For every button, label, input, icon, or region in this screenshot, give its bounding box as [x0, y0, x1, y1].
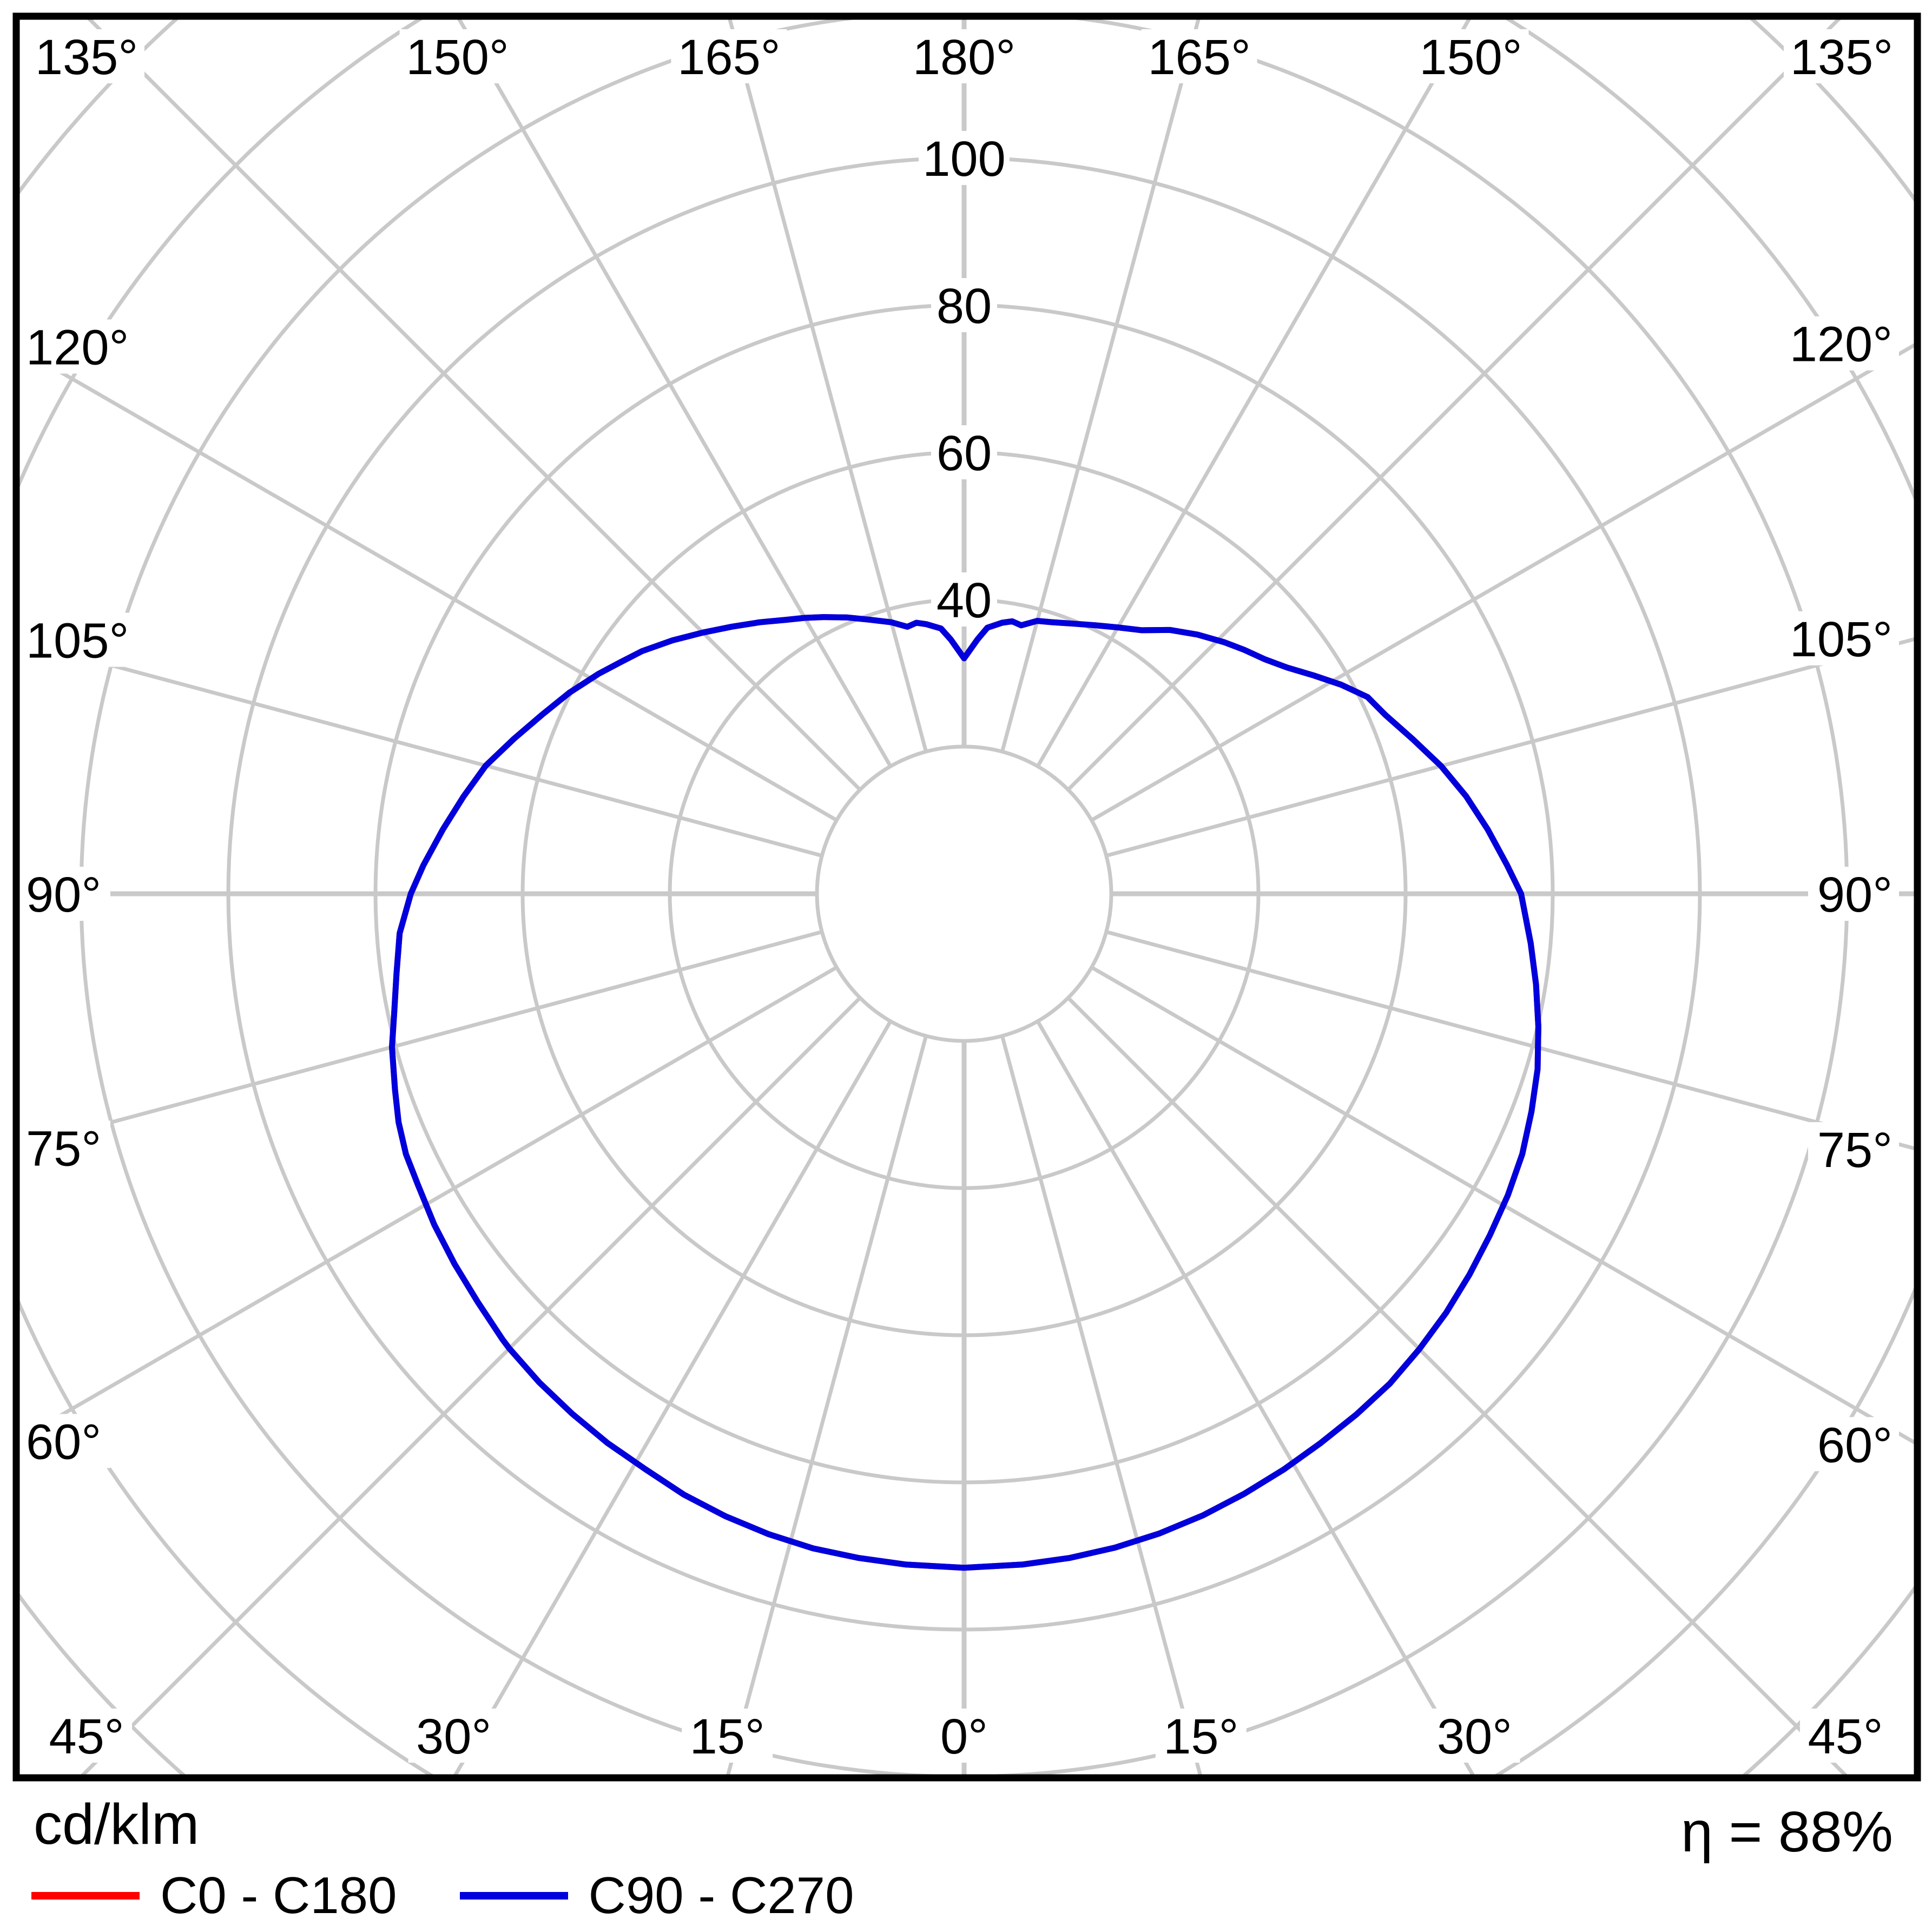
polar-ray	[16, 344, 838, 822]
polar-ray	[1000, 16, 1202, 753]
angle-label: 30°	[1437, 1709, 1512, 1764]
angle-label: 165°	[1148, 30, 1250, 85]
label-mask	[919, 131, 1010, 185]
radial-label: 60	[937, 426, 992, 481]
angle-label: 105°	[26, 614, 129, 669]
angle-label: 30°	[416, 1709, 491, 1764]
label-mask	[1413, 29, 1529, 83]
label-mask	[931, 425, 997, 479]
angle-label: 150°	[406, 30, 509, 85]
radial-label: 40	[937, 573, 992, 628]
angle-label: 135°	[1790, 30, 1893, 85]
angle-label: 75°	[1817, 1123, 1893, 1178]
angle-label: 15°	[690, 1709, 765, 1764]
label-mask	[682, 1709, 773, 1763]
polar-ray	[725, 1035, 928, 1778]
polar-ray	[16, 637, 823, 858]
label-mask	[1783, 611, 1899, 665]
angle-label: 120°	[26, 320, 129, 375]
polar-ray	[1000, 1035, 1203, 1778]
label-mask	[931, 1709, 997, 1763]
polar-ray	[1105, 930, 1917, 1151]
polar-ray	[1036, 1020, 1477, 1778]
polar-ray	[1036, 16, 1473, 768]
angle-label: 75°	[26, 1121, 101, 1176]
label-mask	[19, 867, 110, 921]
angle-label: 90°	[26, 867, 101, 922]
legend-swatch-c90-c270	[459, 1892, 568, 1900]
polar-ray	[1090, 965, 1917, 1447]
label-mask	[1141, 29, 1257, 83]
angle-label: 60°	[1817, 1417, 1893, 1473]
angle-label: 60°	[26, 1415, 101, 1470]
polar-ray	[16, 965, 838, 1443]
angle-label: 120°	[1790, 317, 1893, 372]
polar-ray	[451, 1020, 893, 1778]
label-mask	[19, 319, 135, 374]
angle-label: 150°	[1419, 30, 1522, 85]
efficiency-label: η = 88%	[1681, 1800, 1893, 1864]
polar-ray	[455, 16, 893, 768]
angle-label: 45°	[1808, 1709, 1883, 1764]
label-mask	[671, 29, 787, 83]
label-mask	[1784, 29, 1900, 83]
polar-ring	[815, 744, 1113, 1043]
plot-border	[12, 12, 1921, 1782]
legend-label-c0-c180: C0 - C180	[160, 1867, 397, 1924]
label-mask	[41, 1709, 132, 1763]
label-mask	[1800, 1709, 1891, 1763]
polar-ray	[16, 930, 823, 1150]
angle-label: 90°	[1817, 867, 1893, 922]
label-mask	[1808, 1417, 1899, 1472]
label-mask	[1429, 1709, 1520, 1763]
unit-label: cd/klm	[34, 1792, 200, 1856]
label-mask	[906, 29, 1022, 83]
angle-label: 135°	[35, 30, 138, 85]
legend-swatch-c0-c180	[31, 1892, 140, 1900]
labels: 180° 165° 150° 135° 120° 105° 90° 75° 60° 45° 30° 1…	[19, 29, 1900, 1764]
angle-label: 0°	[940, 1709, 988, 1764]
label-mask	[399, 29, 516, 83]
label-mask	[19, 612, 135, 667]
label-mask	[1155, 1709, 1247, 1763]
legend: C0 - C180 C90 - C270	[31, 1860, 854, 1931]
polar-ray	[1090, 341, 1917, 822]
angle-label: 165°	[677, 30, 780, 85]
label-mask	[931, 278, 997, 332]
legend-label-c90-c270: C90 - C270	[588, 1867, 854, 1924]
curve-c90-c270	[389, 614, 1541, 1571]
label-mask	[19, 1414, 110, 1468]
series-curves	[389, 614, 1541, 1571]
polar-ray	[1105, 636, 1917, 858]
label-mask	[1783, 316, 1899, 371]
radial-label: 80	[937, 279, 992, 334]
label-mask	[931, 572, 997, 627]
radial-label: 100	[922, 131, 1006, 187]
angle-label: 45°	[49, 1709, 124, 1764]
label-mask	[29, 29, 144, 83]
angle-label: 15°	[1163, 1709, 1238, 1764]
angle-label: 180°	[913, 30, 1016, 85]
label-mask	[1808, 1122, 1899, 1177]
angle-label: 105°	[1790, 612, 1893, 667]
label-mask	[19, 1120, 110, 1175]
label-mask	[408, 1709, 499, 1763]
polar-ray	[727, 16, 928, 753]
polar-ray	[1066, 16, 1844, 792]
label-mask	[1808, 867, 1899, 921]
